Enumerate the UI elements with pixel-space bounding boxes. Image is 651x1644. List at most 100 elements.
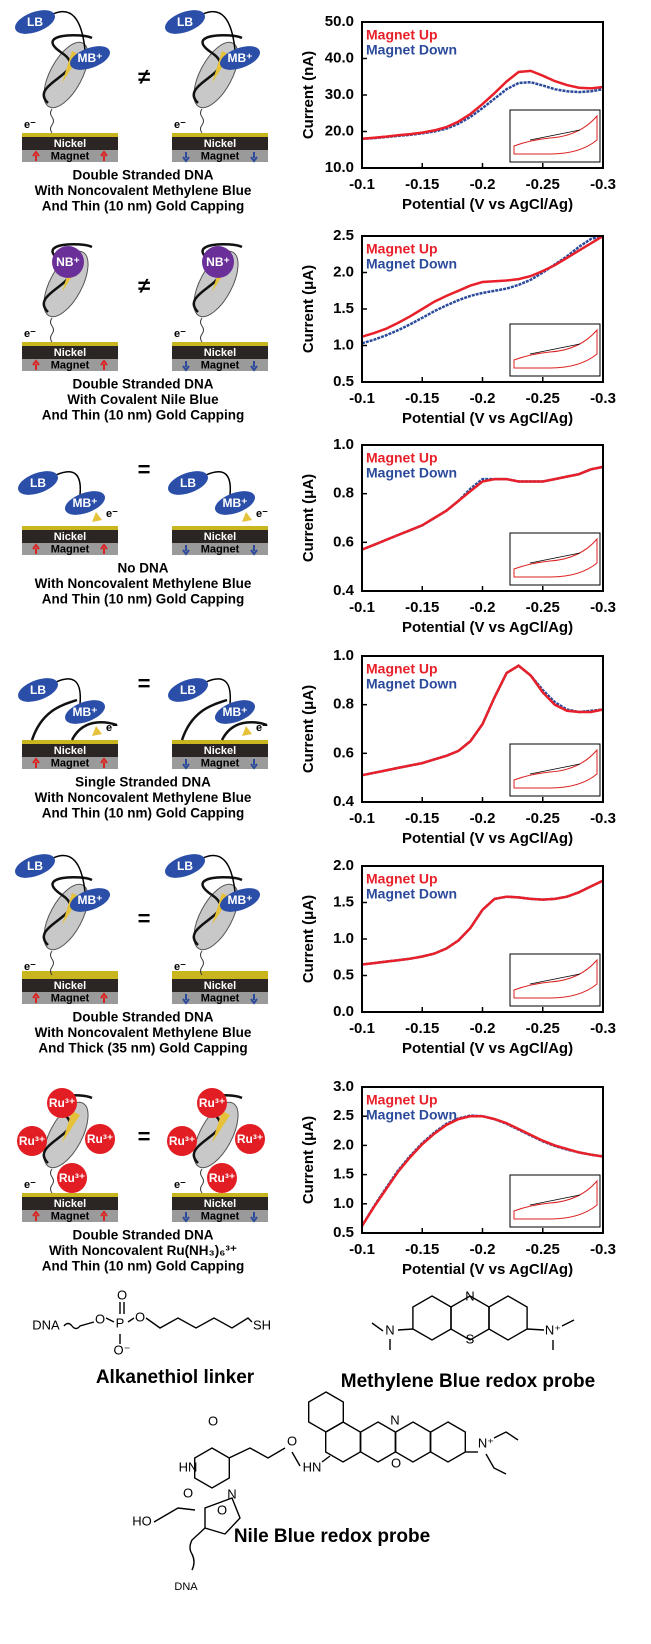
x-tick-label: -0.1 (349, 810, 375, 827)
y-tick-label: 30.0 (325, 86, 354, 103)
caption-line: With Noncovalent Methylene Blue (35, 790, 252, 805)
spin-arrow (92, 512, 102, 522)
magnet-label: Magnet (201, 359, 240, 371)
y-tick-label: 0.0 (333, 1003, 354, 1020)
inset-frame (509, 743, 601, 797)
legend-entry: Magnet Up (366, 1092, 438, 1108)
gold-layer (22, 342, 118, 346)
y-tick-label: 1.0 (333, 930, 354, 947)
y-axis-label: Current (μA) (300, 1116, 317, 1204)
x-tick-label: -0.15 (405, 1241, 439, 1258)
relation-symbol: ≠ (138, 273, 150, 298)
nickel-label: Nickel (54, 1198, 86, 1210)
y-tick-label: 0.6 (333, 533, 354, 550)
probe-label: NB⁺ (56, 255, 80, 269)
magnet-layer (22, 992, 118, 1004)
magnet-arrow (250, 152, 258, 163)
magnet-layer (172, 992, 268, 1004)
spin-arrow (92, 726, 102, 736)
relation-symbol: ≠ (138, 64, 150, 89)
probe-label: LB (177, 15, 193, 29)
y-axis-label: Current (μA) (300, 474, 317, 562)
probe-label: MB⁺ (223, 496, 248, 510)
y-tick-label: 1.5 (333, 1166, 354, 1183)
probe (235, 1124, 265, 1154)
nickel-layer (22, 530, 118, 543)
caption-line: Double Stranded DNA (72, 168, 213, 183)
dna-strand (42, 876, 93, 946)
x-tick-label: -0.3 (590, 1020, 616, 1037)
inset-cv-fit (529, 129, 581, 141)
nickel-label: Nickel (204, 980, 236, 992)
gold-layer (22, 971, 118, 979)
magnet-label: Magnet (201, 757, 240, 769)
probe-label: Ru³⁺ (49, 1096, 75, 1110)
x-axis-label: Potential (V vs AgCl/Ag) (402, 410, 573, 427)
magnet-layer (172, 543, 268, 555)
ring (488, 1295, 528, 1341)
nickel-label: Nickel (204, 138, 236, 150)
magnet-arrow (32, 1210, 40, 1221)
caption-line: And Thin (10 nm) Gold Capping (42, 199, 244, 214)
data-line (361, 69, 604, 141)
binding-arrow (205, 678, 232, 705)
spin-arrow (212, 1111, 230, 1143)
x-tick-label: -0.1 (349, 1020, 375, 1037)
x-tick-label: -0.3 (590, 810, 616, 827)
y-tick-label: 2.0 (333, 263, 354, 280)
probe-label: Ru³⁺ (237, 1132, 263, 1146)
nickel-layer (22, 1197, 118, 1210)
probe-label: LB (30, 683, 46, 697)
nickel-layer (22, 346, 118, 359)
nickel-layer (22, 979, 118, 992)
atom-label: O (217, 1502, 227, 1517)
magnet-label: Magnet (51, 359, 90, 371)
binding-arrow (202, 854, 236, 893)
caption-line: And Thin (10 nm) Gold Capping (42, 592, 244, 607)
linker (200, 1168, 204, 1194)
sugar-ring (204, 1497, 241, 1535)
plot-frame (361, 444, 604, 592)
x-tick-label: -0.1 (349, 176, 375, 193)
nickel-label: Nickel (204, 745, 236, 757)
atom-label: N (227, 1486, 236, 1501)
dna-strand (192, 34, 243, 104)
relation-symbol: = (138, 1124, 151, 1149)
magnet-layer (22, 359, 118, 371)
inset-cv-fit (529, 973, 581, 985)
x-tick-label: -0.15 (405, 810, 439, 827)
plot-frame (361, 655, 604, 803)
y-axis-label: Current (μA) (300, 685, 317, 773)
gold-layer (22, 526, 118, 530)
x-tick-label: -0.15 (405, 176, 439, 193)
inset-cv-fit (529, 763, 581, 775)
linker (50, 950, 54, 976)
linker (50, 108, 54, 134)
plot-frame (361, 235, 604, 383)
bond (485, 1431, 519, 1475)
nickel-label: Nickel (204, 531, 236, 543)
magnet-label: Magnet (51, 757, 90, 769)
probe-label: LB (27, 15, 43, 29)
inset-cv-fit (529, 343, 581, 355)
x-tick-label: -0.25 (526, 810, 560, 827)
magnet-layer (22, 757, 118, 769)
gold-layer (172, 133, 268, 137)
legend-entry: Magnet Down (366, 256, 457, 272)
magnet-label: Magnet (201, 150, 240, 162)
magnet-layer (22, 150, 118, 162)
caption-line: Double Stranded DNA (72, 1228, 213, 1243)
probe-label: LB (177, 859, 193, 873)
atom-label: HN (179, 1459, 198, 1474)
bond (552, 1319, 575, 1350)
binding-arrow (55, 471, 82, 496)
x-tick-label: -0.2 (470, 810, 496, 827)
binding-arrow (52, 854, 86, 893)
nickel-layer (172, 137, 268, 150)
inset-frame (509, 1174, 601, 1228)
legend-entry: Magnet Up (366, 450, 438, 466)
electron-label: e⁻ (106, 722, 118, 734)
caption-line: And Thin (10 nm) Gold Capping (42, 1259, 244, 1274)
probe-label: MB⁺ (73, 496, 98, 510)
x-axis-label: Potential (V vs AgCl/Ag) (402, 830, 573, 847)
